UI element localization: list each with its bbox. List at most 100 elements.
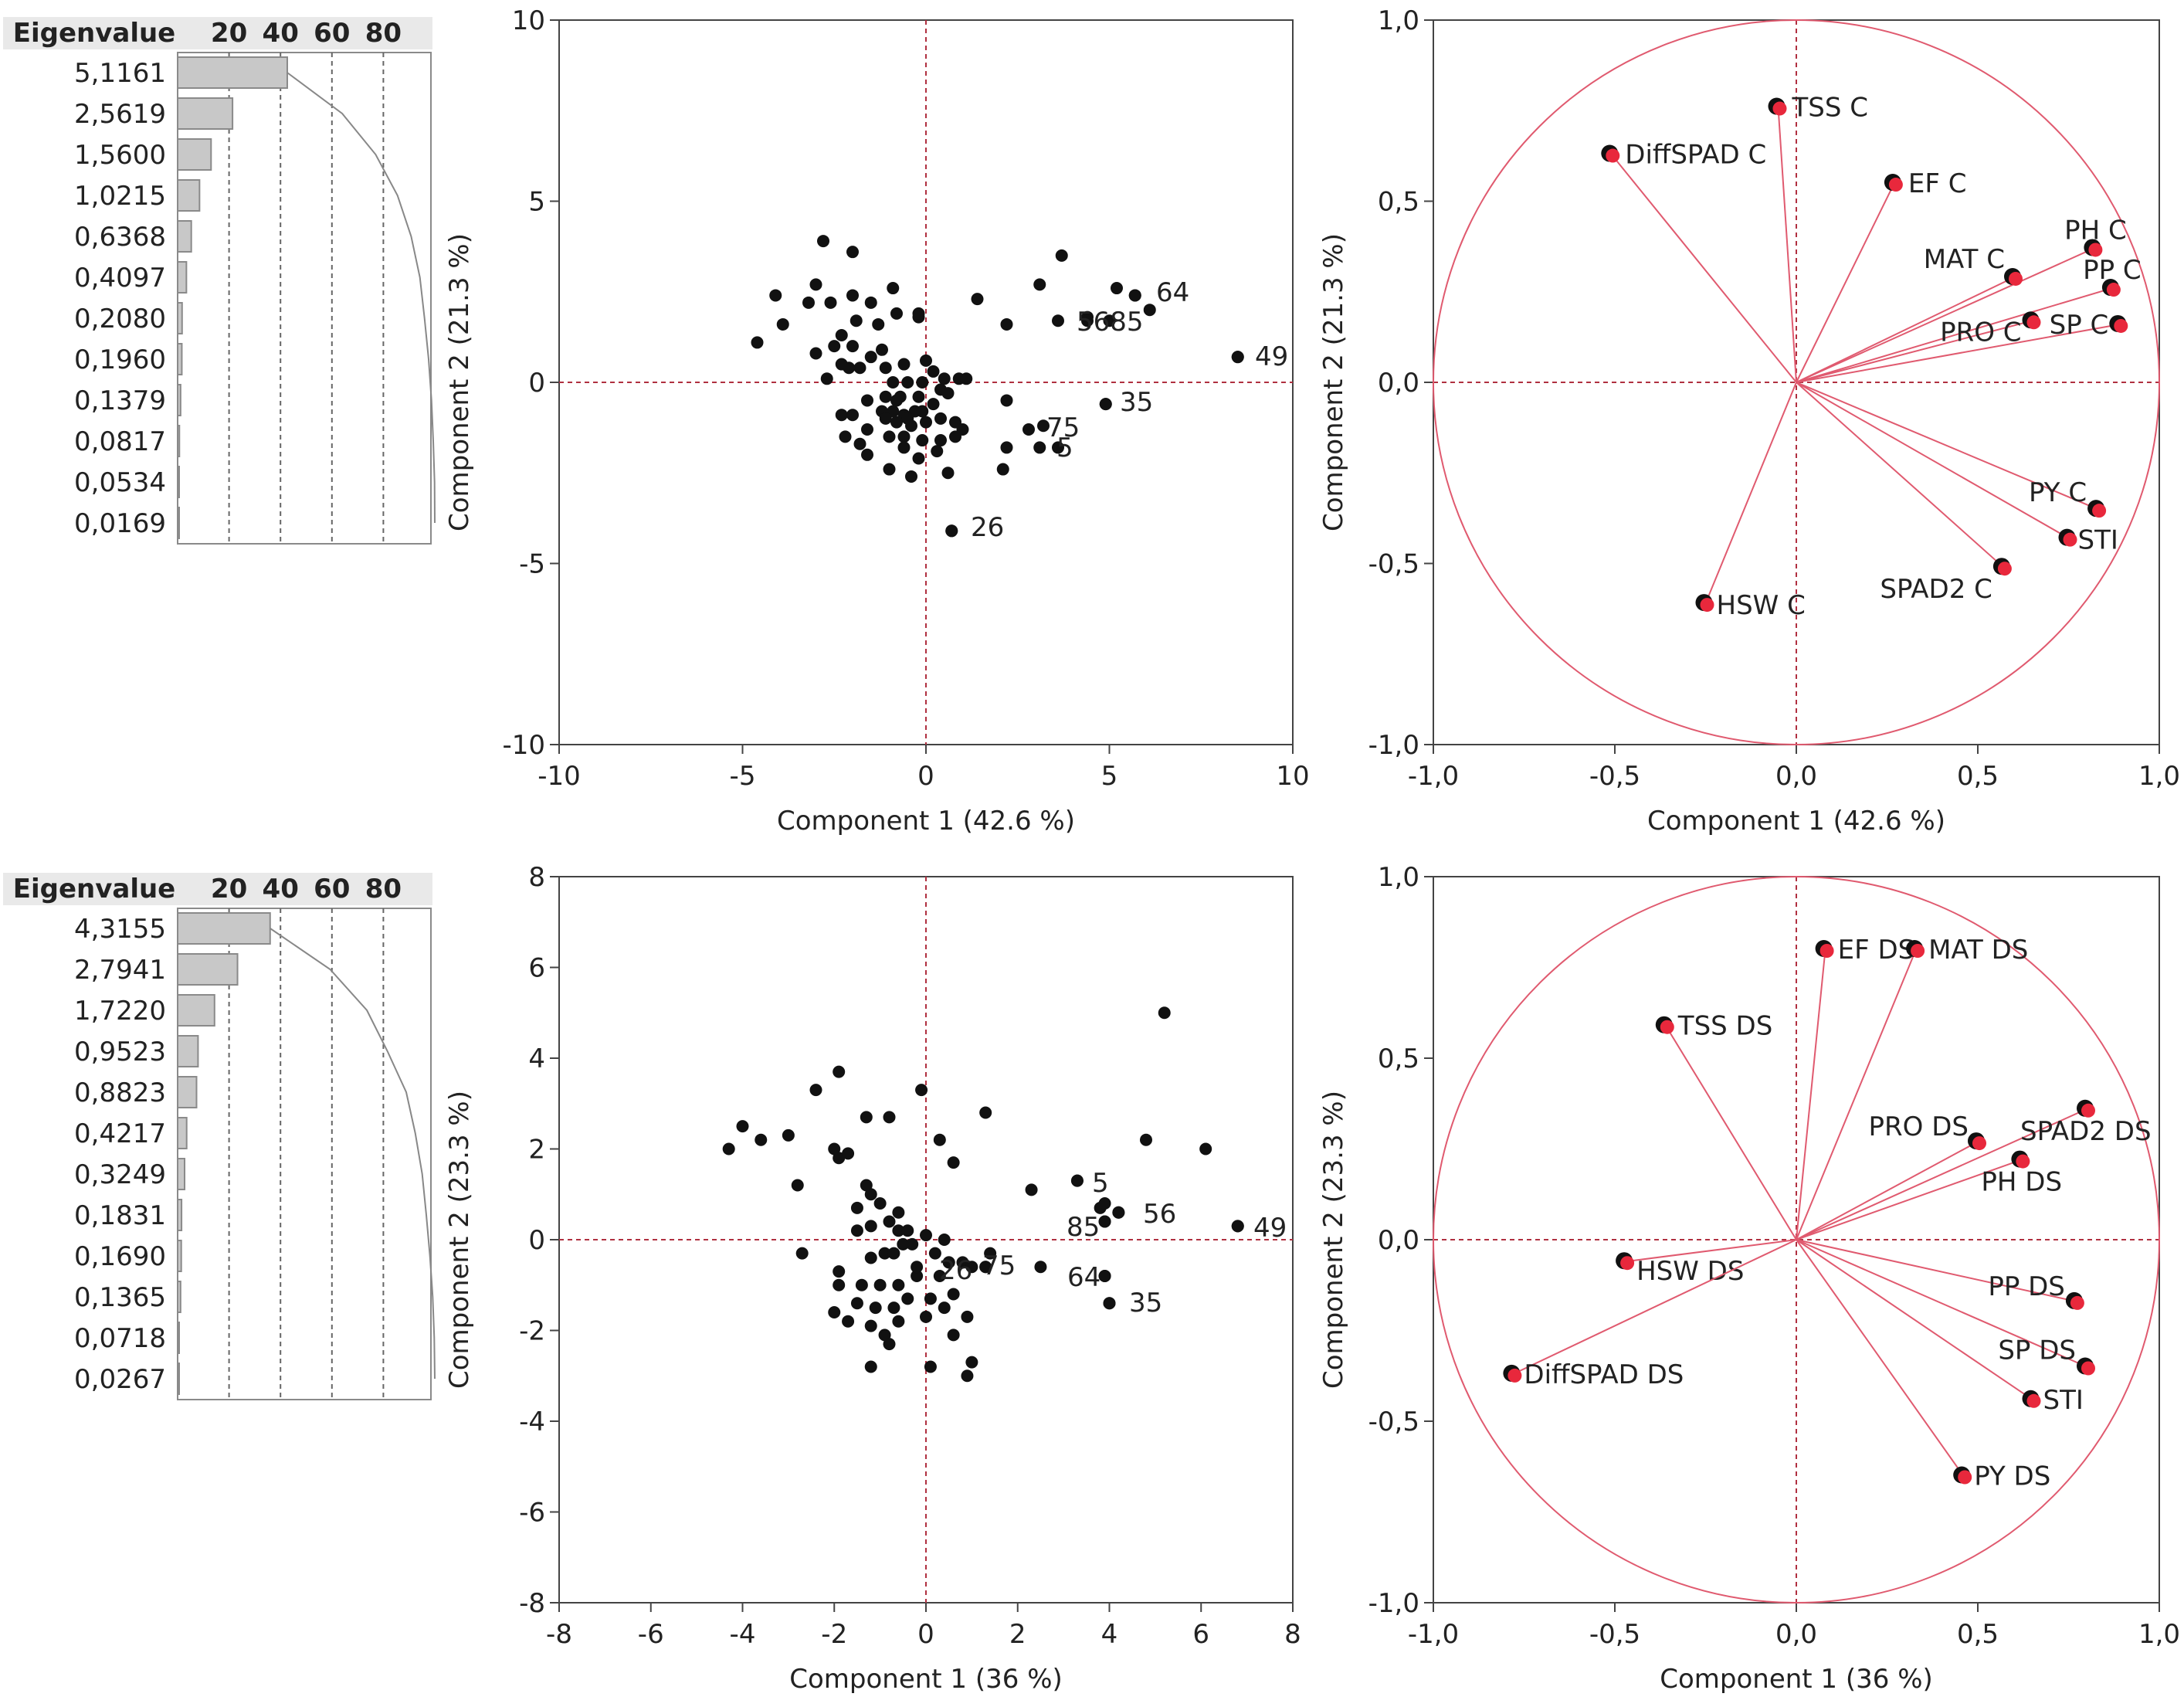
score-point [938, 1234, 951, 1246]
score-point [933, 1133, 946, 1146]
loading-point [2026, 1393, 2041, 1408]
eigen-value-label: 0,1365 [74, 1282, 166, 1313]
eigen-bar [177, 466, 180, 498]
loading-label: HSW DS [1636, 1256, 1744, 1287]
loading-point [2114, 318, 2128, 333]
score-point [864, 1319, 877, 1332]
y-tick-label: 0,0 [1378, 368, 1419, 399]
score-point [971, 293, 984, 306]
loading-label: PRO C [1940, 317, 2021, 348]
score-point [872, 317, 885, 331]
score-point [835, 329, 848, 342]
x-tick-label: 10 [1276, 761, 1309, 792]
y-tick-label: 8 [528, 862, 545, 893]
y-tick-label: 4 [528, 1044, 545, 1074]
score-point [927, 398, 940, 411]
score-point [850, 1297, 863, 1310]
eigen-bar [177, 994, 215, 1027]
eigen-value-label: 0,1690 [74, 1241, 166, 1272]
loading-vector [1796, 1239, 1965, 1477]
score-point [883, 430, 896, 443]
score-point [833, 1152, 846, 1165]
x-tick-label: 0 [917, 761, 934, 792]
loading-point [1958, 1470, 1972, 1485]
loading-point [1660, 1020, 1674, 1034]
y-axis-label: Component 2 (21.3 %) [444, 233, 475, 531]
score-point-labeled [1098, 1215, 1111, 1228]
y-tick-label: 2 [528, 1135, 545, 1166]
eigen-bar [177, 1158, 186, 1190]
score-point [887, 1301, 900, 1315]
score-point-labeled [1103, 314, 1116, 327]
score-point [906, 1237, 919, 1251]
score-point [916, 434, 929, 447]
score-point [864, 351, 877, 364]
score-point [920, 354, 932, 367]
score-point [751, 336, 764, 349]
y-axis-label: Component 2 (23.3 %) [444, 1091, 475, 1389]
eigen-percent-tick: 40 [263, 18, 299, 49]
y-tick-label: 1,0 [1378, 862, 1419, 893]
score-point [1158, 1006, 1171, 1020]
y-tick-label: 0,5 [1378, 187, 1419, 218]
y-tick-label: -10 [502, 730, 545, 761]
score-point [809, 347, 822, 360]
score-point-labeled [1231, 1220, 1244, 1233]
score-point [911, 1270, 924, 1282]
eigen-percent-tick: 40 [263, 874, 299, 904]
score-point-id-label: 35 [1129, 1288, 1162, 1318]
loading-vector [1796, 949, 1918, 1240]
loading-point [2092, 504, 2107, 518]
y-tick-label: 5 [528, 187, 545, 218]
x-tick-label: 1,0 [2138, 761, 2180, 792]
score-point [833, 1265, 846, 1278]
loading-label: MAT C [1924, 244, 2005, 275]
score-point [873, 1197, 887, 1210]
eigen-value-label: 4,3155 [74, 914, 166, 945]
score-point [795, 1247, 809, 1260]
score-point [879, 412, 892, 425]
score-point [887, 1247, 900, 1260]
score-point-id-label: 64 [1067, 1262, 1100, 1293]
loading-label: SP DS [1998, 1335, 2076, 1366]
eigen-bar [177, 1035, 199, 1067]
score-point [861, 423, 873, 436]
score-point-id-label: 49 [1253, 1213, 1287, 1244]
loading-point [1997, 562, 2012, 576]
loading-label: PH C [2064, 215, 2127, 246]
eigen-header-bg [3, 873, 432, 905]
y-tick-label: -2 [519, 1316, 545, 1347]
score-point [842, 1147, 855, 1160]
score-point [864, 1220, 877, 1233]
score-point [828, 340, 841, 353]
score-point [916, 376, 929, 389]
loading-label: PY C [2029, 477, 2087, 508]
score-point [890, 416, 903, 429]
score-point [1143, 304, 1156, 317]
score-point [1055, 249, 1068, 262]
loading-vector [1796, 323, 2120, 383]
score-point [853, 361, 866, 375]
loading-vector [1796, 382, 2098, 511]
score-point-labeled [979, 1261, 992, 1274]
score-point [965, 1356, 978, 1369]
loading-label: DiffSPAD DS [1524, 1359, 1684, 1390]
eigen-bar [177, 1240, 182, 1272]
eigen-bar [177, 138, 212, 171]
score-point [791, 1179, 804, 1192]
score-point [920, 1229, 932, 1242]
score-point [1034, 1261, 1047, 1274]
loading-label: PP DS [1988, 1271, 2065, 1302]
score-point [755, 1133, 768, 1146]
x-tick-label: 0,0 [1775, 1619, 1817, 1650]
x-tick-label: -8 [546, 1619, 572, 1650]
score-point [1000, 441, 1013, 454]
score-point-id-label: 5685 [1077, 307, 1144, 338]
x-tick-label: -1,0 [1408, 1619, 1459, 1650]
score-point-labeled [1231, 351, 1244, 364]
score-point [924, 1360, 937, 1373]
eigen-value-label: 0,9523 [74, 1037, 166, 1067]
eigen-bar [177, 1076, 198, 1108]
eigen-value-label: 0,0718 [74, 1323, 166, 1354]
eigen-percent-tick: 20 [211, 874, 247, 904]
